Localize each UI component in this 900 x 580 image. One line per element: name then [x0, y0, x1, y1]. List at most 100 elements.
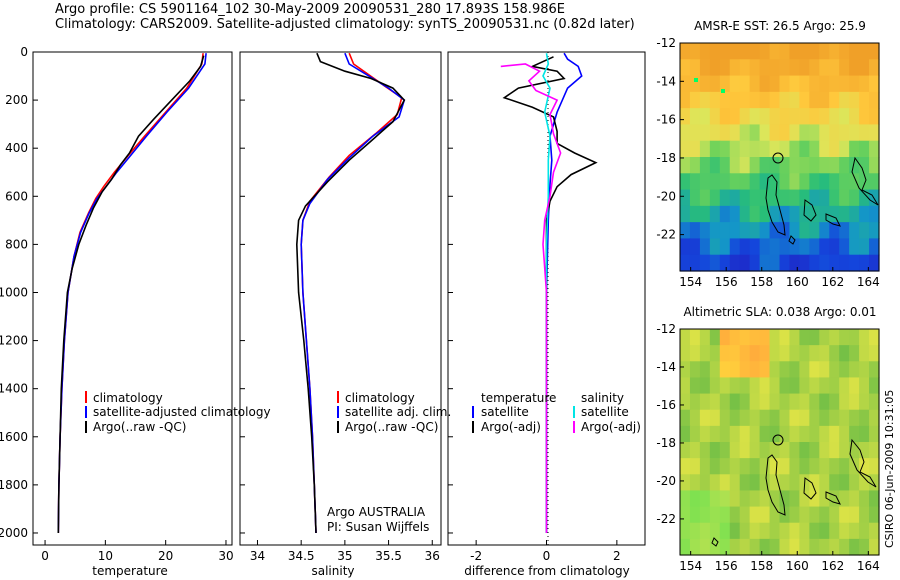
- heatmap-cell: [769, 425, 781, 443]
- sst-map-ticks: 154 156 158 160 162 164 -12 -14 -16 -18 -20 -22: [656, 36, 879, 289]
- heatmap-cell: [680, 59, 691, 77]
- heatmap-cell: [719, 393, 731, 411]
- heatmap-cell: [789, 409, 800, 427]
- heatmap-cell: [809, 393, 820, 411]
- heatmap-cell: [719, 458, 731, 475]
- heatmap-cell: [749, 254, 761, 272]
- heatmap-cell: [789, 59, 800, 77]
- heatmap-cell: [779, 538, 791, 556]
- heatmap-cell: [869, 222, 880, 240]
- heatmap-cell: [829, 173, 840, 191]
- heatmap-cell: [859, 458, 870, 475]
- series-line-3: [500, 63, 562, 533]
- heatmap-cell: [769, 458, 781, 475]
- heatmap-cell: [819, 345, 830, 362]
- heatmap-cell: [759, 254, 771, 272]
- heatmap-cell: [849, 108, 860, 126]
- heatmap-cell: [699, 425, 711, 443]
- heatmap-cell: [779, 43, 791, 60]
- heatmap-cell: [849, 238, 860, 256]
- temperature-legend: climatology satellite-adjusted climatolo…: [85, 391, 271, 434]
- heatmap-cell: [680, 254, 691, 272]
- heatmap-cell: [809, 157, 820, 174]
- heatmap-cell: [729, 238, 741, 256]
- heatmap-cell: [799, 329, 810, 346]
- heatmap-cell: [849, 43, 860, 60]
- heatmap-cell: [769, 393, 781, 411]
- x-tick-label-0: 34: [250, 549, 265, 563]
- heatmap-cell: [749, 238, 761, 256]
- heatmap-cell: [839, 329, 850, 346]
- heatmap-cell: [699, 361, 711, 379]
- heatmap-cell: [829, 59, 840, 77]
- heatmap-cell: [719, 238, 731, 256]
- heatmap-cell: [849, 189, 860, 207]
- heatmap-cell: [680, 361, 691, 379]
- heatmap-cell: [749, 222, 761, 240]
- heatmap-cell: [869, 522, 880, 540]
- heatmap-cell: [699, 59, 711, 77]
- heatmap-cell: [689, 329, 701, 346]
- heatmap-cell: [699, 458, 711, 475]
- difference-panel: -2 0 2 difference from climatology tempera…: [447, 51, 646, 578]
- heatmap-cell: [869, 393, 880, 411]
- heatmap-cell: [769, 108, 781, 126]
- heatmap-cell: [859, 377, 870, 395]
- heatmap-cell: [829, 361, 840, 379]
- heatmap-cell: [869, 108, 880, 126]
- heatmap-cell: [799, 458, 810, 475]
- x-tick-label-1: 10: [98, 549, 113, 563]
- heatmap-cell: [729, 59, 741, 77]
- heatmap-cell: [739, 442, 751, 459]
- heatmap-cell: [819, 538, 830, 556]
- heatmap-cell: [699, 75, 711, 93]
- heatmap-cell: [849, 329, 860, 346]
- heatmap-cell: [719, 222, 731, 240]
- heatmap-cell: [729, 205, 741, 223]
- heatmap-cell: [859, 189, 870, 207]
- heatmap-cell: [859, 361, 870, 379]
- heatmap-cell: [799, 345, 810, 362]
- heatmap-cell: [869, 124, 880, 142]
- legend-argo: Argo(..raw -QC): [93, 420, 186, 434]
- heatmap-cell: [769, 490, 781, 508]
- heatmap-cell: [749, 474, 761, 492]
- heatmap-cell: [719, 205, 731, 223]
- y-tick-label-1: -14: [656, 360, 676, 374]
- heatmap-cell: [849, 254, 860, 272]
- heatmap-cell: [789, 393, 800, 411]
- heatmap-cell: [779, 425, 791, 443]
- heatmap-cell: [779, 329, 791, 346]
- heatmap-cell: [749, 43, 761, 60]
- heatmap-cell: [839, 377, 850, 395]
- heatmap-cell: [839, 75, 850, 93]
- heatmap-cell: [729, 522, 741, 540]
- heatmap-cell: [779, 238, 791, 256]
- heatmap-cell: [709, 75, 721, 93]
- heatmap-cell: [789, 173, 800, 191]
- heatmap-cell: [809, 238, 820, 256]
- heatmap-cell: [719, 75, 731, 93]
- heatmap-cell: [869, 329, 880, 346]
- heatmap-cell: [779, 474, 791, 492]
- heatmap-cell: [809, 91, 820, 109]
- heatmap-cell: [729, 361, 741, 379]
- legend-sal-satellite: satellite: [581, 405, 629, 419]
- heatmap-cell: [799, 124, 810, 142]
- temperature-ticks: 0 10 20 30 0 200 400 600 800 1000 1200 1400 1600 1800…: [0, 45, 234, 563]
- heatmap-cell: [819, 490, 830, 508]
- heatmap-cell: [680, 91, 691, 109]
- heatmap-cell: [799, 140, 810, 158]
- sst-coastlines: [765, 156, 879, 245]
- heatmap-cell: [799, 490, 810, 508]
- heatmap-cell: [759, 506, 771, 524]
- heatmap-cell: [799, 506, 810, 524]
- heatmap-cell: [779, 409, 791, 427]
- heatmap-cell: [829, 238, 840, 256]
- heatmap-cell: [739, 361, 751, 379]
- heatmap-cell: [799, 361, 810, 379]
- heatmap-cell: [680, 238, 691, 256]
- heatmap-cell: [699, 377, 711, 395]
- heatmap-cell: [819, 43, 830, 60]
- heatmap-cell: [729, 345, 741, 362]
